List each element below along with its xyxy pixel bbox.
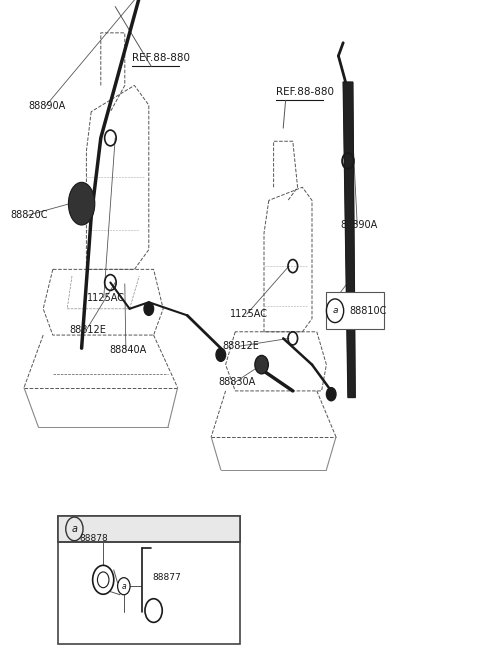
Circle shape [144,302,154,315]
Text: a: a [72,524,77,534]
Text: REF.88-880: REF.88-880 [276,87,334,97]
Text: 88820C: 88820C [11,210,48,221]
Ellipse shape [68,183,95,225]
Text: 88890A: 88890A [29,101,66,112]
Bar [58,516,240,644]
Text: a: a [121,581,126,591]
Bar [58,516,240,542]
Text: 88840A: 88840A [109,344,147,355]
Text: 88877: 88877 [153,573,181,581]
Text: 88878: 88878 [79,534,108,543]
Text: 88810C: 88810C [349,306,387,316]
Polygon shape [343,82,355,397]
Text: 88830A: 88830A [218,377,256,388]
Text: REF.88-880: REF.88-880 [132,53,190,63]
Text: 88812E: 88812E [223,341,260,351]
Text: 88890A: 88890A [341,219,378,230]
Text: 1125AC: 1125AC [230,309,268,319]
Bar [326,292,384,329]
Circle shape [216,348,226,361]
Text: 1125AC: 1125AC [87,292,125,303]
Circle shape [326,388,336,401]
Text: a: a [332,306,338,315]
Circle shape [255,355,268,374]
Text: 88812E: 88812E [70,325,107,336]
